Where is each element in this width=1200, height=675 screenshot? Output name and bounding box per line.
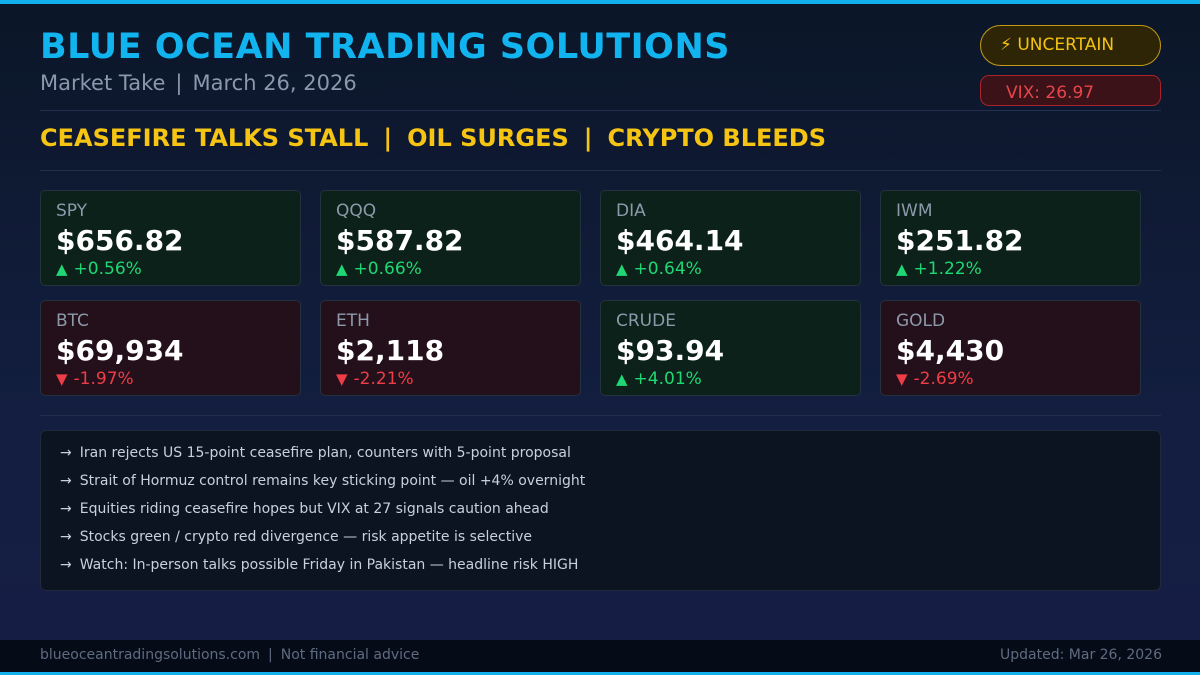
ticker-price: $4,430 (896, 334, 1005, 367)
ticker-symbol: QQQ (336, 201, 377, 221)
headline-separator: | (583, 124, 593, 152)
ticker-card-btc: BTC $69,934 ▼ -1.97% (40, 300, 301, 396)
arrow-right-icon: → (60, 557, 72, 573)
up-arrow-icon: ▲ (896, 260, 908, 278)
arrow-right-icon: → (60, 501, 72, 517)
up-arrow-icon: ▲ (616, 370, 628, 388)
ticker-card-dia: DIA $464.14 ▲ +0.64% (600, 190, 861, 286)
ticker-price: $251.82 (896, 224, 1024, 257)
down-arrow-icon: ▼ (896, 370, 908, 388)
ticker-change: ▼ -1.97% (56, 369, 134, 389)
headline-part-3: CRYPTO BLEEDS (607, 124, 827, 152)
ticker-change-value: +4.01% (633, 369, 702, 389)
ticker-symbol: SPY (56, 201, 88, 221)
header-divider (40, 110, 1161, 111)
market-notes-panel: → Iran rejects US 15-point ceasefire plan… (40, 430, 1161, 591)
note-text: Iran rejects US 15-point ceasefire plan,… (79, 445, 571, 461)
list-item: → Equities riding ceasefire hopes but VIX… (60, 501, 549, 517)
ticker-change: ▼ -2.21% (336, 369, 414, 389)
ticker-symbol: CRUDE (616, 311, 676, 331)
note-text: Strait of Hormuz control remains key sti… (79, 473, 586, 489)
arrow-right-icon: → (60, 445, 72, 461)
down-arrow-icon: ▼ (336, 370, 348, 388)
uncertain-badge-label: UNCERTAIN (1017, 35, 1115, 55)
list-item: → Watch: In-person talks possible Friday … (60, 557, 578, 573)
ticker-price: $93.94 (616, 334, 725, 367)
down-arrow-icon: ▼ (56, 370, 68, 388)
footer: blueoceantradingsolutions.com | Not financ… (0, 640, 1200, 672)
ticker-symbol: ETH (336, 311, 370, 331)
ticker-price: $2,118 (336, 334, 445, 367)
list-item: → Strait of Hormuz control remains key st… (60, 473, 585, 489)
list-item: → Stocks green / crypto red divergence — … (60, 529, 532, 545)
vix-badge: VIX: 26.97 (980, 75, 1161, 106)
headline-divider (40, 170, 1161, 171)
ticker-change: ▼ -2.69% (896, 369, 974, 389)
footer-left: blueoceantradingsolutions.com | Not financ… (40, 647, 419, 663)
up-arrow-icon: ▲ (336, 260, 348, 278)
ticker-change: ▲ +0.64% (616, 259, 702, 279)
ticker-card-iwm: IWM $251.82 ▲ +1.22% (880, 190, 1141, 286)
headline-separator: | (383, 124, 393, 152)
up-arrow-icon: ▲ (56, 260, 68, 278)
subtitle-separator: | (175, 71, 183, 95)
ticker-change-value: +0.64% (633, 259, 702, 279)
footer-site-link[interactable]: blueoceantradingsolutions.com (40, 647, 261, 663)
ticker-change: ▲ +0.66% (336, 259, 422, 279)
ticker-symbol: BTC (56, 311, 89, 331)
ticker-symbol: DIA (616, 201, 646, 221)
cards-divider (40, 415, 1161, 416)
footer-updated: Updated: Mar 26, 2026 (1000, 647, 1162, 663)
arrow-right-icon: → (60, 529, 72, 545)
ticker-card-gold: GOLD $4,430 ▼ -2.69% (880, 300, 1141, 396)
note-text: Watch: In-person talks possible Friday i… (79, 557, 579, 573)
ticker-change-value: -2.21% (353, 369, 414, 389)
ticker-price: $587.82 (336, 224, 464, 257)
ticker-card-spy: SPY $656.82 ▲ +0.56% (40, 190, 301, 286)
footer-separator: | (268, 647, 273, 663)
up-arrow-icon: ▲ (616, 260, 628, 278)
ticker-price: $69,934 (56, 334, 184, 367)
footer-disclaimer: Not financial advice (280, 647, 420, 663)
ticker-symbol: IWM (896, 201, 933, 221)
subtitle: Market Take | March 26, 2026 (40, 71, 357, 95)
arrow-right-icon: → (60, 473, 72, 489)
ticker-symbol: GOLD (896, 311, 946, 331)
ticker-change: ▲ +4.01% (616, 369, 702, 389)
lightning-icon: ⚡ (1000, 35, 1012, 55)
headline-part-2: OIL SURGES (407, 124, 569, 152)
vix-badge-label: VIX: 26.97 (1006, 83, 1095, 103)
uncertain-badge: ⚡ UNCERTAIN (980, 25, 1161, 66)
ticker-card-crude: CRUDE $93.94 ▲ +4.01% (600, 300, 861, 396)
ticker-change: ▲ +1.22% (896, 259, 982, 279)
ticker-change-value: +1.22% (913, 259, 982, 279)
note-text: Stocks green / crypto red divergence — r… (79, 529, 532, 545)
ticker-card-eth: ETH $2,118 ▼ -2.21% (320, 300, 581, 396)
ticker-card-qqq: QQQ $587.82 ▲ +0.66% (320, 190, 581, 286)
subtitle-label: Market Take (40, 71, 166, 95)
ticker-change-value: +0.66% (353, 259, 422, 279)
headline-part-1: CEASEFIRE TALKS STALL (40, 124, 369, 152)
list-item: → Iran rejects US 15-point ceasefire plan… (60, 445, 571, 461)
subtitle-date: March 26, 2026 (192, 71, 357, 95)
page-title: BLUE OCEAN TRADING SOLUTIONS (40, 27, 730, 67)
ticker-change-value: -2.69% (913, 369, 974, 389)
ticker-change-value: -1.97% (73, 369, 134, 389)
top-accent-bar (0, 0, 1200, 4)
bottom-accent-bar (0, 672, 1200, 675)
ticker-price: $656.82 (56, 224, 184, 257)
note-text: Equities riding ceasefire hopes but VIX … (79, 501, 549, 517)
ticker-change: ▲ +0.56% (56, 259, 142, 279)
ticker-change-value: +0.56% (73, 259, 142, 279)
headline: CEASEFIRE TALKS STALL | OIL SURGES | CRYPTO … (40, 124, 826, 152)
ticker-price: $464.14 (616, 224, 744, 257)
